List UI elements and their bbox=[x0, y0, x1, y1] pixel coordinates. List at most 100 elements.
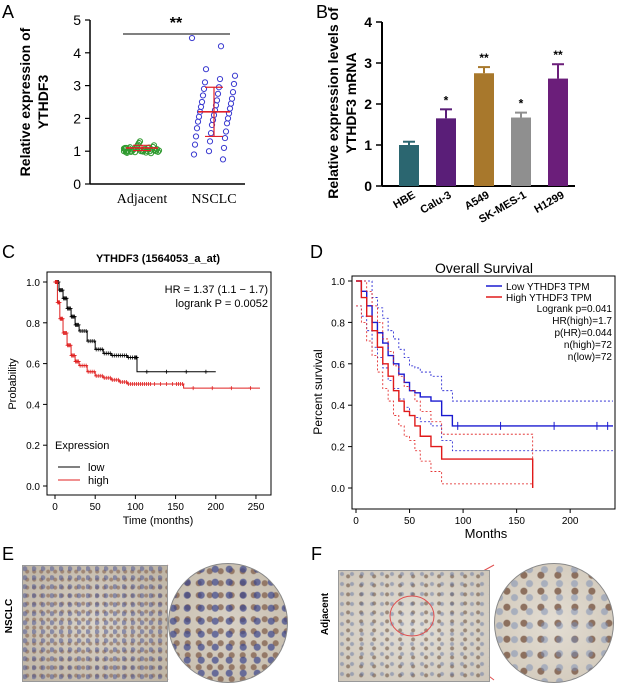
panel-c-censor-mark bbox=[116, 377, 121, 382]
panel-c-censor-mark bbox=[64, 331, 69, 335]
panel-d-legend-low: Low YTHDF3 TPM bbox=[506, 282, 590, 293]
panel-a-ytick-label: 5 bbox=[73, 12, 81, 28]
panel-d-ytick-label: 0.0 bbox=[331, 484, 345, 495]
panel-c-title: YTHDF3 (1564053_a_at) bbox=[96, 253, 220, 265]
panel-a-point bbox=[191, 141, 199, 148]
panel-c-curves bbox=[53, 280, 260, 391]
panel-c-censor-mark bbox=[72, 353, 77, 358]
panel-d-stat-logrank: Logrank p=0.041 bbox=[537, 304, 613, 315]
panel-e-micrograph bbox=[22, 565, 168, 682]
panel-a-point bbox=[227, 100, 235, 107]
panel-d: D Overall Survival Percent survival Mont… bbox=[310, 242, 616, 541]
panel-a-xtick-adjacent: Adjacent bbox=[117, 192, 168, 207]
panel-c-censor-mark bbox=[203, 369, 208, 374]
panel-a-points bbox=[120, 34, 239, 163]
panel-d-xtick-label: 0 bbox=[353, 516, 359, 527]
panel-c-ticks: 0.0 0.2 0.4 0.6 0.8 1.0 0 50 100 150 200 250 bbox=[26, 278, 265, 513]
panel-d-letter: D bbox=[310, 242, 323, 262]
panel-c-xlabel: Time (months) bbox=[123, 515, 194, 527]
panel-c-hr: HR = 1.37 (1.1 − 1.7) bbox=[165, 284, 268, 296]
panel-a-point bbox=[188, 34, 196, 42]
panel-c-censor-mark bbox=[124, 353, 129, 358]
panel-a-point bbox=[213, 97, 221, 104]
panel-a-point bbox=[220, 144, 228, 152]
panel-f-letter: F bbox=[311, 544, 322, 564]
panel-a-point bbox=[219, 156, 227, 163]
panel-b-significance: ** bbox=[479, 51, 489, 65]
panel-d-ci-upper bbox=[356, 280, 534, 488]
panel-b-significance: * bbox=[444, 93, 449, 107]
panel-b-significance: ** bbox=[553, 48, 563, 62]
panel-c-censor-mark bbox=[108, 351, 113, 356]
panel-c-legend-low: low bbox=[88, 462, 105, 474]
panel-b-bar bbox=[511, 117, 531, 186]
panel-c-censor-mark bbox=[84, 328, 89, 333]
panel-a-point bbox=[193, 125, 201, 132]
panel-c-censor-mark bbox=[144, 369, 149, 374]
panel-b-xtick-h1299: H1299 bbox=[532, 189, 566, 216]
panel-a-point bbox=[197, 103, 205, 111]
panel-a-ytick-label: 2 bbox=[73, 110, 81, 126]
panel-d-ytick-label: 0.4 bbox=[331, 401, 345, 412]
panel-b-significance: * bbox=[519, 97, 524, 111]
panel-d-ci-upper bbox=[356, 280, 613, 402]
panel-c-ytick-label: 0.8 bbox=[26, 319, 40, 330]
panel-b-ytick-label: 0 bbox=[364, 178, 372, 194]
panel-c-xtick-label: 100 bbox=[127, 502, 144, 513]
panel-c-censor-mark bbox=[68, 343, 73, 348]
panel-a-point bbox=[214, 90, 222, 97]
panel-c-logrank: logrank P = 0.0052 bbox=[176, 298, 268, 310]
panel-c-ytick-label: 0.2 bbox=[26, 441, 40, 452]
panel-d-ytick-label: 0.2 bbox=[331, 443, 345, 454]
panel-a-point bbox=[224, 115, 232, 122]
panel-b-ylabel-line2: YTHDF3 mRNA bbox=[343, 52, 359, 153]
panel-c-censor-mark bbox=[68, 306, 73, 311]
panel-c-ytick-label: 0.0 bbox=[26, 482, 40, 493]
panel-a-point bbox=[136, 138, 144, 145]
panel-c-xtick-label: 0 bbox=[52, 502, 58, 513]
panel-c-censor-mark bbox=[76, 359, 81, 364]
panel-c-xtick-label: 250 bbox=[248, 502, 265, 513]
panel-c-xtick-label: 200 bbox=[207, 502, 224, 513]
panel-f-micrograph bbox=[338, 570, 490, 682]
panel-a-point bbox=[230, 80, 238, 88]
panel-c-censor-mark bbox=[55, 280, 60, 284]
panel-c-censor-mark bbox=[164, 369, 169, 374]
panel-b: B Relative expression levels of YTHDF3 m… bbox=[316, 2, 575, 226]
panel-a-point bbox=[223, 120, 231, 127]
panel-c-censor-mark bbox=[248, 386, 253, 391]
panel-c-censor-mark bbox=[100, 373, 105, 378]
panel-b-xlabels: HBE Calu-3 A549 SK-MES-1 H1299 bbox=[391, 189, 566, 226]
panel-b-ylabel-line1: Relative expression levels of bbox=[325, 7, 341, 199]
panel-a-point bbox=[192, 133, 200, 140]
panel-e-zoom-circle bbox=[168, 563, 288, 683]
panel-d-curve bbox=[356, 280, 534, 488]
panel-c-censor-mark bbox=[84, 363, 89, 368]
panel-c-censor-mark bbox=[100, 347, 105, 352]
panel-c-censor-mark bbox=[72, 314, 77, 319]
panel-d-stat-nhigh: n(high)=72 bbox=[564, 340, 613, 351]
panel-c-letter: C bbox=[2, 242, 15, 262]
panel-a-point bbox=[206, 138, 214, 145]
panel-d-xtick-label: 200 bbox=[562, 516, 579, 527]
panel-b-ytick-label: 1 bbox=[364, 137, 372, 153]
panel-c-censor-mark bbox=[180, 382, 185, 386]
panel-d-stat-nlow: n(low)=72 bbox=[568, 352, 613, 363]
panel-a-point bbox=[199, 92, 207, 99]
panel-c-censor-mark bbox=[124, 379, 129, 384]
panel-a-ytick-label: 1 bbox=[73, 143, 81, 159]
panel-d-ticks: 0.0 0.2 0.4 0.6 0.8 1.0 0 50 100 150 200 bbox=[331, 277, 579, 527]
panel-a-ytick-label: 4 bbox=[73, 45, 81, 61]
panel-c-censor-mark bbox=[152, 382, 157, 386]
panel-a-point bbox=[131, 149, 139, 156]
panel-c-ytick-label: 0.6 bbox=[26, 360, 40, 371]
panel-a-point bbox=[154, 148, 162, 155]
panel-d-ytick-label: 1.0 bbox=[331, 277, 345, 288]
panel-d-plot-frame bbox=[351, 275, 616, 510]
panel-c-censor-mark bbox=[191, 386, 196, 391]
panel-a-xtick-nsclc: NSCLC bbox=[191, 192, 236, 207]
panel-c-censor-mark bbox=[134, 355, 139, 360]
panel-a-point bbox=[216, 75, 224, 83]
panel-c-ylabel: Probability bbox=[7, 358, 19, 410]
panel-d-curve bbox=[356, 280, 613, 427]
